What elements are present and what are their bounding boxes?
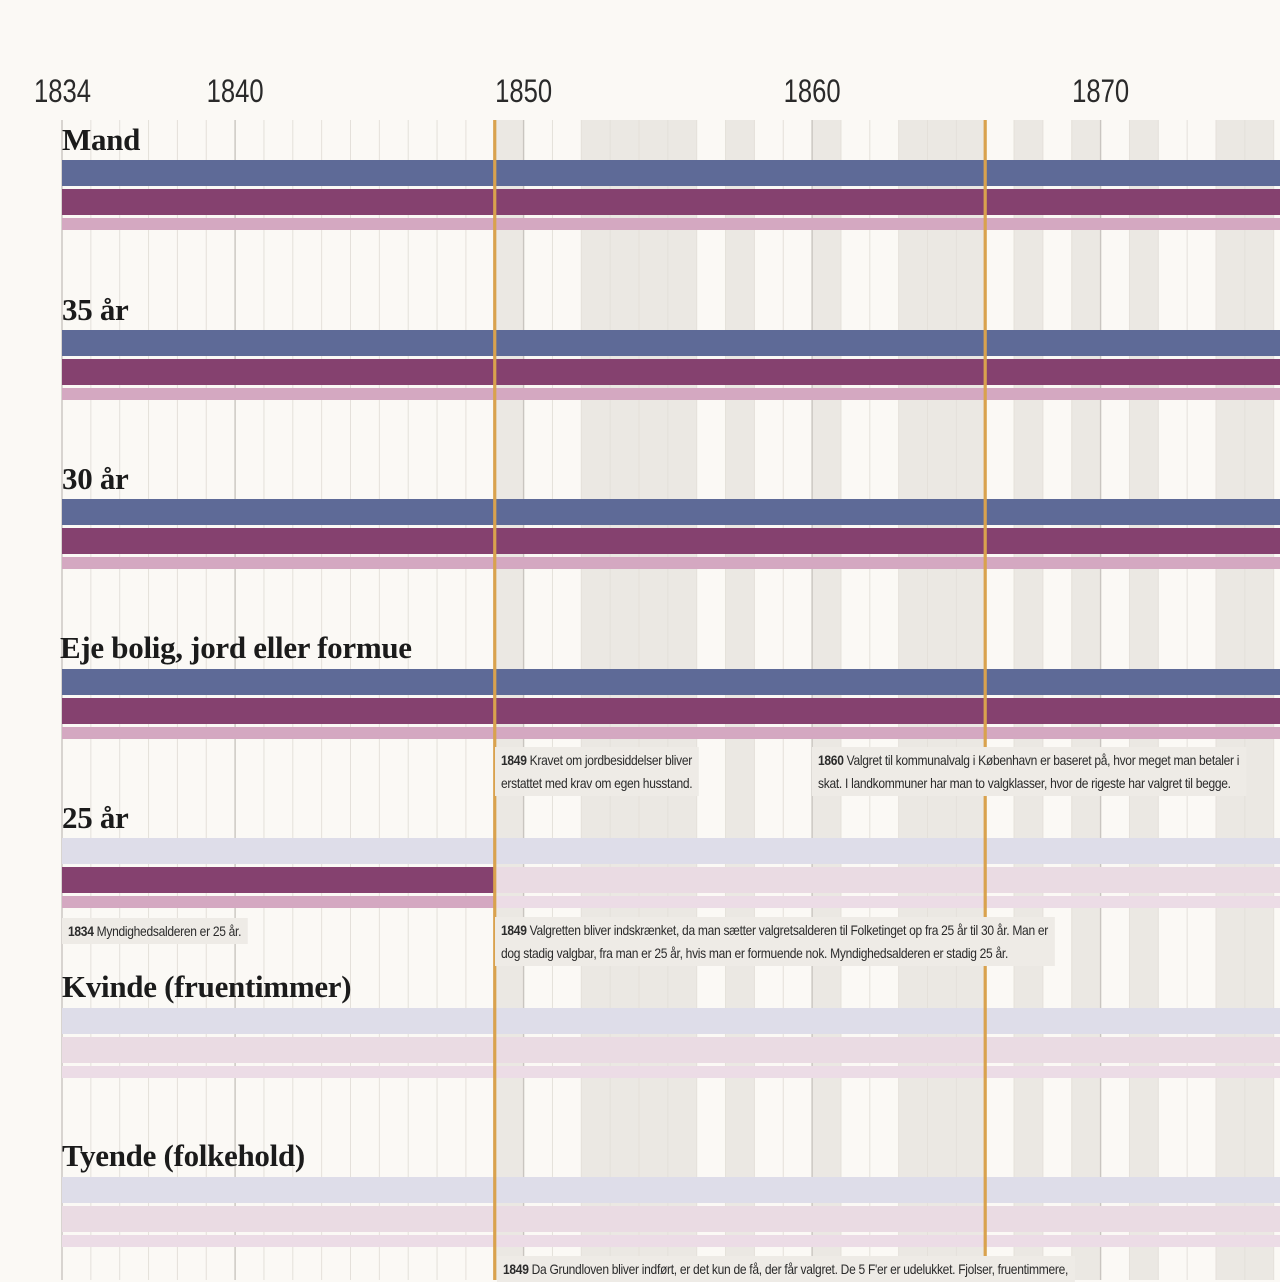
bar-kommunal <box>62 1235 1280 1247</box>
row-title: 25 år <box>62 800 129 835</box>
note-year: 1849 <box>501 752 527 768</box>
note-n1860: 1860 Valgret til kommunalvalg i Københav… <box>812 747 1247 796</box>
row-title: Mand <box>62 122 141 157</box>
tick-label: 1840 <box>207 73 264 109</box>
bar-folketing <box>62 669 1280 695</box>
bar-kommunal <box>62 1066 1280 1078</box>
note-line: dog stadig valgbar, fra man er 25 år, hv… <box>501 942 1048 965</box>
note-text: dog stadig valgbar, fra man er 25 år, hv… <box>501 945 1008 961</box>
note-n1849c: 1849 Da Grundloven bliver indført, er de… <box>497 1256 1075 1282</box>
bar-landsting <box>62 359 1280 385</box>
bar-landsting <box>62 189 1280 215</box>
note-year: 1849 <box>501 922 527 938</box>
note-n1849a: 1849 Kravet om jordbesiddelser bliver ers… <box>495 747 700 796</box>
note-text: Valgretten bliver indskrænket, da man sæ… <box>529 922 1049 938</box>
bar-folketing <box>62 330 1280 356</box>
row-title: 35 år <box>62 292 129 327</box>
note-text: Valgret til kommunalvalg i København er … <box>846 752 1240 768</box>
note-line: 1834 Myndighedsalderen er 25 år. <box>68 920 241 943</box>
bar-folketing <box>62 499 1280 525</box>
bar-kommunal <box>494 896 1280 908</box>
row-title: Eje bolig, jord eller formue <box>60 630 412 665</box>
highlight-lines <box>493 120 987 1280</box>
bar-folketing <box>62 1177 1280 1203</box>
tick-label: 1860 <box>784 73 841 109</box>
note-line: erstattet med krav om egen husstand. <box>501 772 693 795</box>
note-line: 1860 Valgret til kommunalvalg i Københav… <box>818 749 1239 772</box>
bar-kommunal <box>62 727 1280 739</box>
bar-landsting <box>494 867 1280 893</box>
note-text: Da Grundloven bliver indført, er det kun… <box>531 1261 1069 1277</box>
tick-label: 1850 <box>495 73 552 109</box>
note-n1849b: 1849 Valgretten bliver indskrænket, da m… <box>495 917 1055 966</box>
tick-label: 1834 <box>34 73 91 109</box>
bar-kommunal <box>62 388 1280 400</box>
row-title: Tyende (folkehold) <box>62 1138 305 1173</box>
note-text: Myndighedsalderen er 25 år. <box>96 923 242 939</box>
note-text: skat. I landkommuner har man to valgklas… <box>818 775 1231 791</box>
bar-folketing <box>62 160 1280 186</box>
bar-folketing <box>62 1008 1280 1034</box>
row-title: 30 år <box>62 461 129 496</box>
bar-landsting <box>62 528 1280 554</box>
note-year: 1860 <box>818 752 844 768</box>
note-line: 1849 Valgretten bliver indskrænket, da m… <box>501 919 1048 942</box>
note-line: 1849 Kravet om jordbesiddelser bliver <box>501 749 692 772</box>
note-text: erstattet med krav om egen husstand. <box>501 775 693 791</box>
note-year: 1849 <box>503 1261 529 1277</box>
tick-label: 1870 <box>1072 73 1129 109</box>
bar-folketing <box>62 838 1280 864</box>
row-title: Kvinde (fruentimmer) <box>62 969 352 1004</box>
bar-landsting <box>62 1206 1280 1232</box>
note-year: 1834 <box>68 923 94 939</box>
bar-kommunal <box>62 557 1280 569</box>
year-axis: 1834 1840 1850 1860 1870 <box>34 73 1129 109</box>
note-line: 1849 Da Grundloven bliver indført, er de… <box>503 1258 1068 1281</box>
bar-kommunal <box>62 218 1280 230</box>
bar-landsting <box>62 698 1280 724</box>
bar-landsting <box>62 867 495 893</box>
eligibility-bars <box>62 160 1280 1247</box>
bar-landsting <box>62 1037 1280 1063</box>
note-n1834: 1834 Myndighedsalderen er 25 år. <box>62 918 249 944</box>
note-line: skat. I landkommuner har man to valgklas… <box>818 772 1239 795</box>
note-text: Kravet om jordbesiddelser bliver <box>529 752 693 768</box>
bar-kommunal <box>62 896 495 908</box>
